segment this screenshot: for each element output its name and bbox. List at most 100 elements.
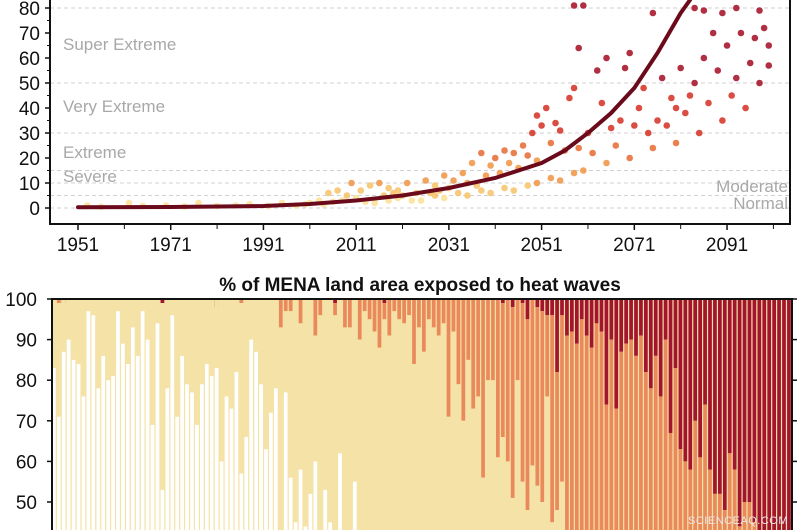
data-point xyxy=(580,167,587,174)
bar-segment-severe xyxy=(668,432,673,530)
bar-2056 xyxy=(570,299,574,530)
bar-segment-moderate xyxy=(417,327,421,530)
bar-segment-moderate xyxy=(126,299,130,364)
bar-2095 xyxy=(762,299,767,530)
bar-segment-severe xyxy=(318,299,323,316)
bar-2092 xyxy=(747,299,752,530)
bar-segment-extreme xyxy=(594,299,599,324)
bar-1972 xyxy=(155,299,160,530)
bar-segment-severe xyxy=(683,461,688,530)
bar-segment-moderate xyxy=(165,299,170,389)
bar-1986 xyxy=(224,299,229,530)
data-point xyxy=(524,152,531,159)
bar-segment-severe xyxy=(387,299,392,336)
data-point xyxy=(431,192,439,199)
bar-segment-severe xyxy=(520,303,525,482)
data-point xyxy=(654,117,661,124)
bar-segment-moderate xyxy=(269,299,273,413)
bar-segment-extreme xyxy=(629,299,633,340)
data-point xyxy=(603,54,610,62)
bar-2029 xyxy=(436,299,441,530)
bar-2003 xyxy=(308,299,313,530)
bar-2047 xyxy=(525,299,530,530)
bar-segment-severe xyxy=(377,299,382,348)
bar-segment-severe xyxy=(713,493,717,530)
bar-segment-normal xyxy=(170,315,175,530)
data-point xyxy=(649,144,657,152)
data-point xyxy=(742,104,749,112)
bar-segment-moderate xyxy=(254,299,258,352)
bar-segment-severe xyxy=(693,420,698,530)
bar-segment-moderate xyxy=(219,299,224,462)
bar-segment-severe xyxy=(614,408,619,530)
bar-segment-severe xyxy=(456,299,461,385)
data-point xyxy=(575,144,582,152)
data-point xyxy=(672,104,680,112)
bar-segment-moderate xyxy=(298,323,303,470)
bar-segment-normal xyxy=(66,339,71,530)
bar-2034 xyxy=(461,299,466,530)
bar-2079 xyxy=(683,299,688,530)
bar-segment-moderate xyxy=(140,299,145,312)
bar-segment-normal xyxy=(145,339,150,530)
bar-segment-severe xyxy=(708,469,712,530)
bar-segment-severe xyxy=(486,299,490,381)
bar-segment-extreme xyxy=(500,299,505,304)
bar-segment-normal xyxy=(71,359,76,530)
y-tick-label: 70 xyxy=(16,412,37,433)
bar-2002 xyxy=(303,299,308,530)
bar-2088 xyxy=(727,299,732,530)
bar-segment-extreme xyxy=(703,299,707,405)
y-tick-label: 50 xyxy=(16,493,37,514)
bar-2070 xyxy=(639,299,643,530)
data-point xyxy=(760,24,768,32)
bar-2035 xyxy=(466,299,471,530)
bar-segment-severe xyxy=(476,299,480,397)
x-tick-label: 2011 xyxy=(336,235,377,256)
bar-segment-extreme xyxy=(718,299,722,494)
bar-1963 xyxy=(111,299,115,530)
bar-1973 xyxy=(160,299,165,530)
data-point xyxy=(538,122,545,129)
bar-2000 xyxy=(293,299,298,530)
bar-segment-moderate xyxy=(530,465,535,530)
data-point xyxy=(686,92,694,99)
bar-2098 xyxy=(777,299,781,530)
bar-segment-moderate xyxy=(535,485,540,530)
data-point xyxy=(603,159,610,167)
bar-segment-moderate xyxy=(224,299,229,397)
data-point xyxy=(733,4,740,12)
data-point xyxy=(478,149,485,157)
data-point xyxy=(348,179,355,187)
bar-segment-normal xyxy=(121,343,125,530)
data-point xyxy=(440,194,448,202)
bar-2015 xyxy=(367,299,372,530)
bar-segment-moderate xyxy=(377,347,382,530)
bar-segment-normal xyxy=(150,424,155,530)
bar-2064 xyxy=(609,299,614,530)
bar-segment-moderate xyxy=(372,331,377,530)
data-point xyxy=(746,59,754,67)
bar-segment-normal xyxy=(229,408,234,530)
y-tick-label: 50 xyxy=(19,74,40,95)
bar-segment-severe xyxy=(634,355,638,530)
bar-segment-moderate xyxy=(66,299,71,340)
bar-2004 xyxy=(313,299,318,530)
scatter-points xyxy=(76,0,773,211)
category-label-severe: Severe xyxy=(63,167,117,186)
bar-segment-severe xyxy=(570,331,574,530)
bar-2053 xyxy=(555,299,559,530)
data-point xyxy=(547,139,555,147)
bar-1957 xyxy=(81,299,86,530)
bar-2024 xyxy=(412,299,416,530)
x-tick-label: 1971 xyxy=(150,235,192,256)
bar-1974 xyxy=(165,299,170,530)
bar-segment-normal xyxy=(135,355,140,530)
bar-segment-severe xyxy=(348,299,352,328)
bar-2019 xyxy=(387,299,392,530)
bar-2094 xyxy=(757,299,762,530)
bar-segment-moderate xyxy=(343,327,347,530)
bar-segment-extreme xyxy=(599,299,604,332)
bar-segment-normal xyxy=(313,461,318,530)
bar-segment-moderate xyxy=(392,311,397,530)
